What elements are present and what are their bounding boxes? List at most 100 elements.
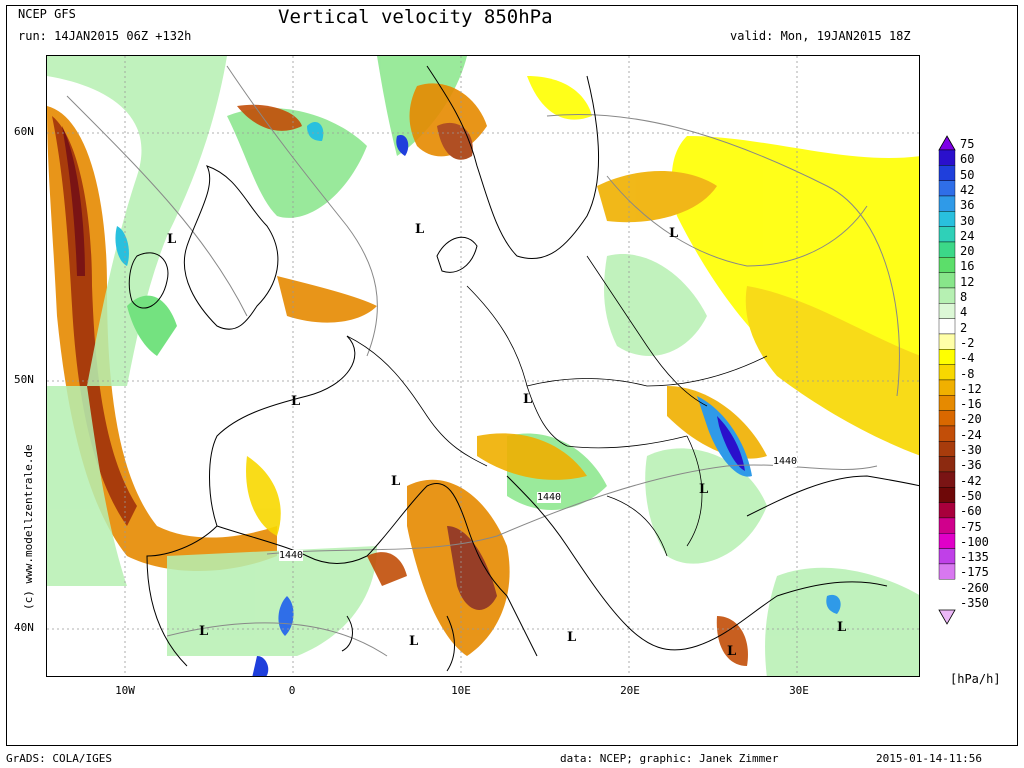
legend-level-label: 4	[960, 305, 968, 320]
lon-label-0: 0	[288, 684, 296, 697]
geopotential-contours	[66, 65, 900, 657]
legend-color-box	[938, 257, 956, 273]
legend-bottom-arrow	[938, 609, 956, 625]
legend-level-label: 60	[960, 152, 975, 167]
legend-color-box	[938, 287, 956, 304]
legend-level-label: -20	[960, 412, 982, 427]
legend-color-box	[938, 533, 956, 549]
legend-level-label: -8	[960, 366, 975, 381]
lon-label-10e: 10E	[451, 684, 471, 697]
legend-color-box	[938, 425, 956, 442]
coastlines	[128, 65, 919, 672]
model-label: NCEP GFS	[18, 7, 76, 21]
legend-level-label: 42	[960, 182, 975, 197]
map-title: Vertical velocity 850hPa	[278, 6, 553, 28]
legend-level-label: -24	[960, 427, 982, 442]
valid-time-label: valid: Mon, 19JAN2015 18Z	[730, 29, 911, 43]
legend-top-arrow	[938, 135, 956, 151]
legend-level-label: -350	[960, 596, 989, 610]
legend-level-label: -36	[960, 458, 982, 473]
contour-label: 1440	[279, 550, 304, 561]
lat-label-60n: 60N	[14, 125, 34, 138]
legend-color-box	[938, 149, 956, 166]
legend-color-box	[938, 410, 956, 427]
low-pressure-marker: L	[391, 474, 401, 489]
legend-level-label: 30	[960, 213, 975, 228]
watermark-text: (c) www.modellzentrale.de	[22, 444, 35, 610]
legend-level-label: 16	[960, 259, 975, 274]
legend-level-label: 50	[960, 167, 975, 182]
descent-zones	[237, 76, 919, 666]
strong-ascent-cores	[115, 121, 841, 676]
low-pressure-marker: L	[409, 634, 419, 649]
legend-level-label: -50	[960, 488, 982, 503]
map-plot-area: L L L L L L L L L L L L 1440 1440 1440	[46, 55, 920, 677]
legend-level-label: 24	[960, 228, 975, 243]
legend-level-label: -260	[960, 580, 989, 595]
legend-colorbar	[938, 135, 956, 625]
legend-level-label: -100	[960, 534, 989, 549]
legend-color-box	[938, 379, 956, 396]
country-borders	[346, 255, 768, 557]
lon-label-10w: 10W	[115, 684, 135, 697]
legend-color-box	[938, 333, 956, 350]
footer-timestamp: 2015-01-14-11:56	[876, 752, 982, 765]
legend-color-box	[938, 226, 956, 243]
low-pressure-marker: L	[669, 226, 679, 241]
footer-credits: data: NCEP; graphic: Janek Zimmer	[560, 752, 779, 765]
legend-color-box	[938, 318, 956, 335]
low-pressure-marker: L	[567, 630, 577, 645]
graticule	[47, 56, 919, 676]
low-pressure-marker: L	[291, 394, 301, 409]
legend-color-box	[938, 456, 956, 473]
legend-level-label: -42	[960, 473, 982, 488]
legend-level-label: 36	[960, 198, 975, 213]
low-pressure-marker: L	[523, 392, 533, 407]
legend-color-box	[938, 395, 956, 411]
legend-color-box	[938, 517, 956, 534]
lon-label-30e: 30E	[789, 684, 809, 697]
legend-level-label: -60	[960, 504, 982, 519]
low-pressure-marker: L	[415, 222, 425, 237]
legend-level-label: -175	[960, 565, 989, 580]
legend-level-label: 12	[960, 274, 975, 289]
low-pressure-marker: L	[199, 624, 209, 639]
legend-color-box	[938, 272, 956, 289]
legend-level-label: -135	[960, 550, 989, 565]
legend-color-box	[938, 502, 956, 519]
legend-level-label: 2	[960, 320, 968, 335]
legend-color-box	[938, 165, 956, 181]
atlantic-descent-band	[47, 106, 277, 571]
legend-level-label: -4	[960, 351, 975, 366]
legend-level-label: -12	[960, 381, 982, 396]
legend-color-box	[938, 487, 956, 503]
legend-color-box	[938, 211, 956, 227]
lon-label-20e: 20E	[620, 684, 640, 697]
figure-frame	[6, 5, 1018, 746]
low-pressure-marker: L	[837, 620, 847, 635]
legend-color-box	[938, 441, 956, 457]
legend-level-label: -30	[960, 443, 982, 457]
legend-color-box	[938, 563, 956, 580]
legend-color-box	[938, 364, 956, 381]
legend-color-box	[938, 195, 956, 212]
map-canvas	[47, 56, 919, 676]
legend-level-label: 8	[960, 290, 968, 304]
legend-unit: [hPa/h]	[950, 672, 1001, 686]
legend-level-label: 20	[960, 244, 975, 259]
legend-color-box	[938, 471, 956, 488]
run-label: run: 14JAN2015 06Z +132h	[18, 29, 192, 43]
legend-level-label: 75	[960, 137, 975, 151]
legend-color-box	[938, 241, 956, 258]
legend-color-boxes	[938, 149, 956, 580]
footer-software: GrADS: COLA/IGES	[6, 752, 112, 765]
legend-level-label: -2	[960, 335, 975, 350]
legend-color-box	[938, 180, 956, 197]
legend-color-box	[938, 303, 956, 319]
legend-color-box	[938, 548, 956, 565]
low-pressure-marker: L	[699, 482, 709, 497]
lat-label-40n: 40N	[14, 621, 34, 634]
contour-label: 1440	[537, 492, 562, 503]
legend-color-box	[938, 349, 956, 365]
lat-label-50n: 50N	[14, 373, 34, 386]
